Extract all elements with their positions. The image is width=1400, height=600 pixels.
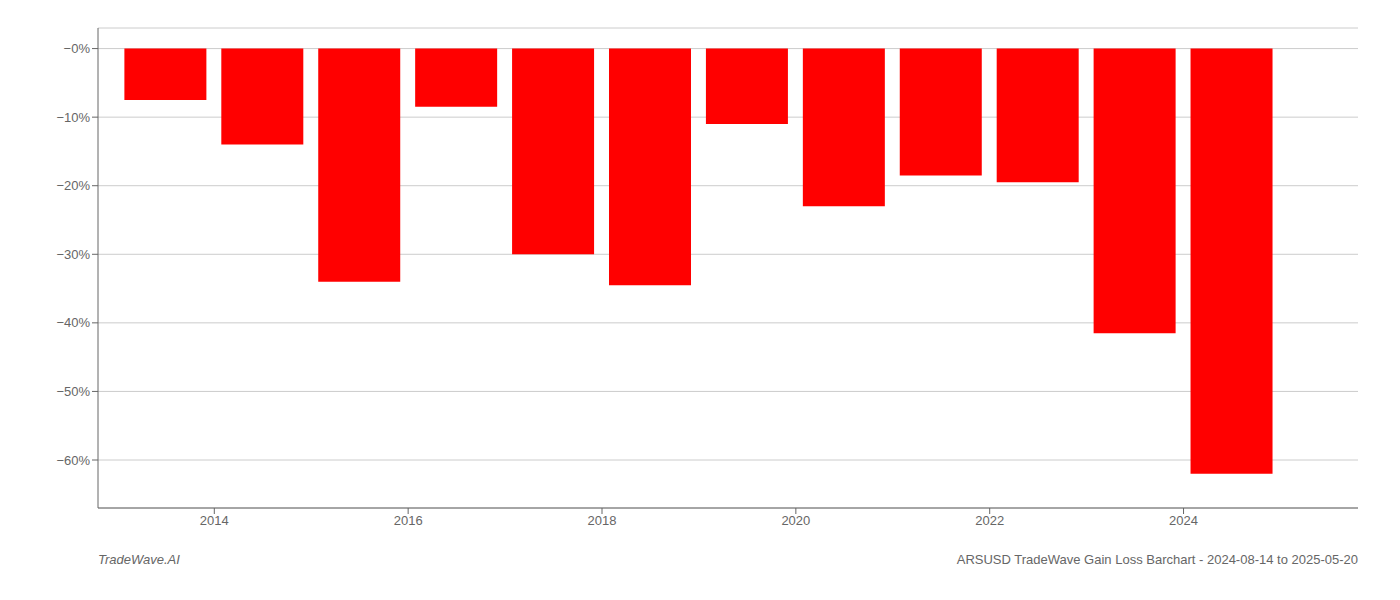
svg-text:2022: 2022 [975, 513, 1004, 528]
svg-text:−20%: −20% [56, 178, 90, 193]
html-text:ARSUSD TradeWave Gain Loss Bar: ARSUSD TradeWave Gain Loss Barchart - 20… [956, 552, 1358, 567]
svg-text:−60%: −60% [56, 453, 90, 468]
svg-text:2014: 2014 [200, 513, 229, 528]
svg-text:2018: 2018 [588, 513, 617, 528]
svg-text:2024: 2024 [1169, 513, 1198, 528]
svg-text:2016: 2016 [394, 513, 423, 528]
svg-text:−30%: −30% [56, 247, 90, 262]
svg-text:−40%: −40% [56, 315, 90, 330]
html-text:TradeWave.AI: TradeWave.AI [98, 552, 180, 567]
svg-text:−10%: −10% [56, 110, 90, 125]
svg-text:−0%: −0% [64, 41, 91, 56]
svg-text:2020: 2020 [781, 513, 810, 528]
svg-text:−50%: −50% [56, 384, 90, 399]
